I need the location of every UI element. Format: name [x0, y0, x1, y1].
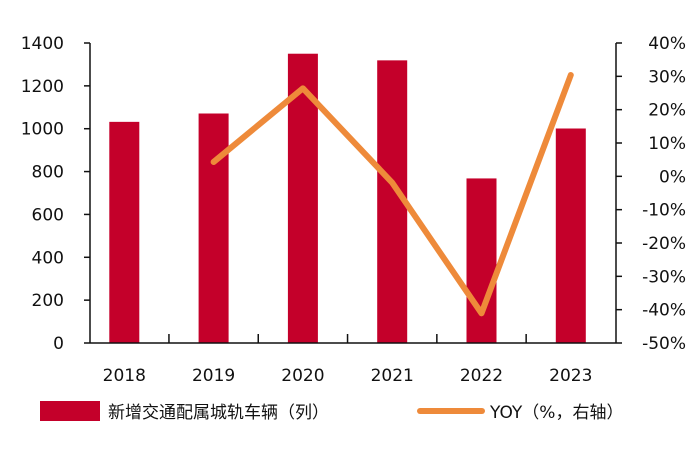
left-tick-label: 0: [53, 334, 64, 354]
right-tick-label: 20%: [648, 101, 686, 121]
right-tick-label: -50%: [642, 334, 686, 354]
right-tick-label: 10%: [648, 134, 686, 154]
bar-2018: [109, 122, 139, 343]
right-tick-label: -10%: [642, 201, 686, 221]
legend-bar-label: 新增交通配属城轨车辆（列）: [108, 403, 329, 423]
right-tick-label: 40%: [648, 34, 686, 54]
right-tick-label: -40%: [642, 301, 686, 321]
x-tick-label: 2021: [371, 366, 414, 386]
bar-2019: [199, 114, 229, 344]
left-tick-label: 800: [32, 163, 64, 183]
x-tick-label: 2020: [281, 366, 324, 386]
right-tick-label: 0%: [659, 167, 686, 187]
legend-bar-swatch: [40, 401, 100, 421]
x-tick-label: 2019: [192, 366, 235, 386]
left-tick-label: 600: [32, 205, 64, 225]
x-tick-label: 2018: [103, 366, 146, 386]
legend-line-label: YOY（%，右轴）: [489, 403, 623, 423]
left-tick-label: 1200: [21, 77, 64, 97]
x-tick-label: 2022: [460, 366, 503, 386]
x-tick-label: 2023: [549, 366, 592, 386]
bar-2022: [467, 178, 497, 343]
bar-2023: [556, 129, 586, 344]
left-tick-label: 400: [32, 248, 64, 268]
right-tick-label: 30%: [648, 67, 686, 87]
right-tick-label: -30%: [642, 267, 686, 287]
left-tick-label: 1400: [21, 34, 64, 54]
right-tick-label: -20%: [642, 234, 686, 254]
left-tick-label: 1000: [21, 120, 64, 140]
left-tick-label: 200: [32, 291, 64, 311]
legend: 新增交通配属城轨车辆（列） YOY（%，右轴）: [40, 401, 623, 423]
